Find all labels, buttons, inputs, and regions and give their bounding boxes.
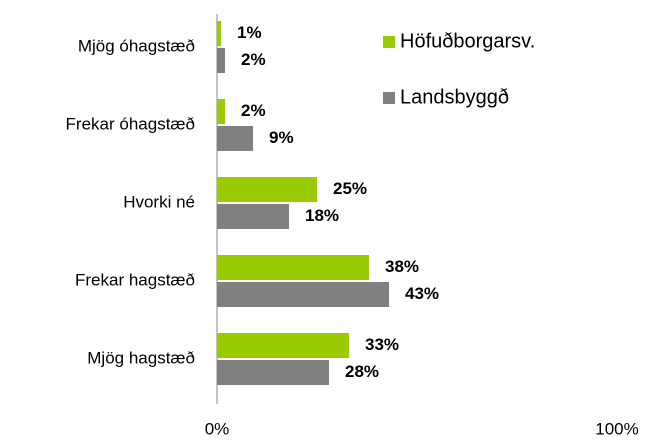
bar [217,177,317,202]
bar [217,21,221,46]
bar [217,126,253,151]
bar [217,360,329,385]
value-label: 43% [405,284,439,303]
legend-label: Landsbyggð [400,86,509,108]
y-tick-label: Frekar hagstæð [75,270,195,289]
value-label: 28% [345,362,379,381]
bar [217,204,289,229]
bar [217,282,389,307]
x-tick-label: 100% [595,419,638,438]
value-label: 2% [241,101,266,120]
y-tick-label: Mjög hagstæð [87,348,195,367]
value-label: 38% [385,257,419,276]
bar [217,99,225,124]
legend-swatch [383,36,395,48]
legend-swatch [383,92,395,104]
bar [217,255,369,280]
bar [217,48,225,73]
value-label: 9% [269,128,294,147]
legend-label: Höfuðborgarsv. [400,30,535,52]
value-label: 2% [241,50,266,69]
value-label: 18% [305,206,339,225]
value-label: 33% [365,335,399,354]
y-tick-label: Mjög óhagstæð [78,36,195,55]
bar [217,333,349,358]
y-tick-label: Frekar óhagstæð [66,114,195,133]
value-label: 25% [333,179,367,198]
x-tick-label: 0% [205,419,230,438]
value-label: 1% [237,23,262,42]
y-tick-label: Hvorki né [123,192,195,211]
